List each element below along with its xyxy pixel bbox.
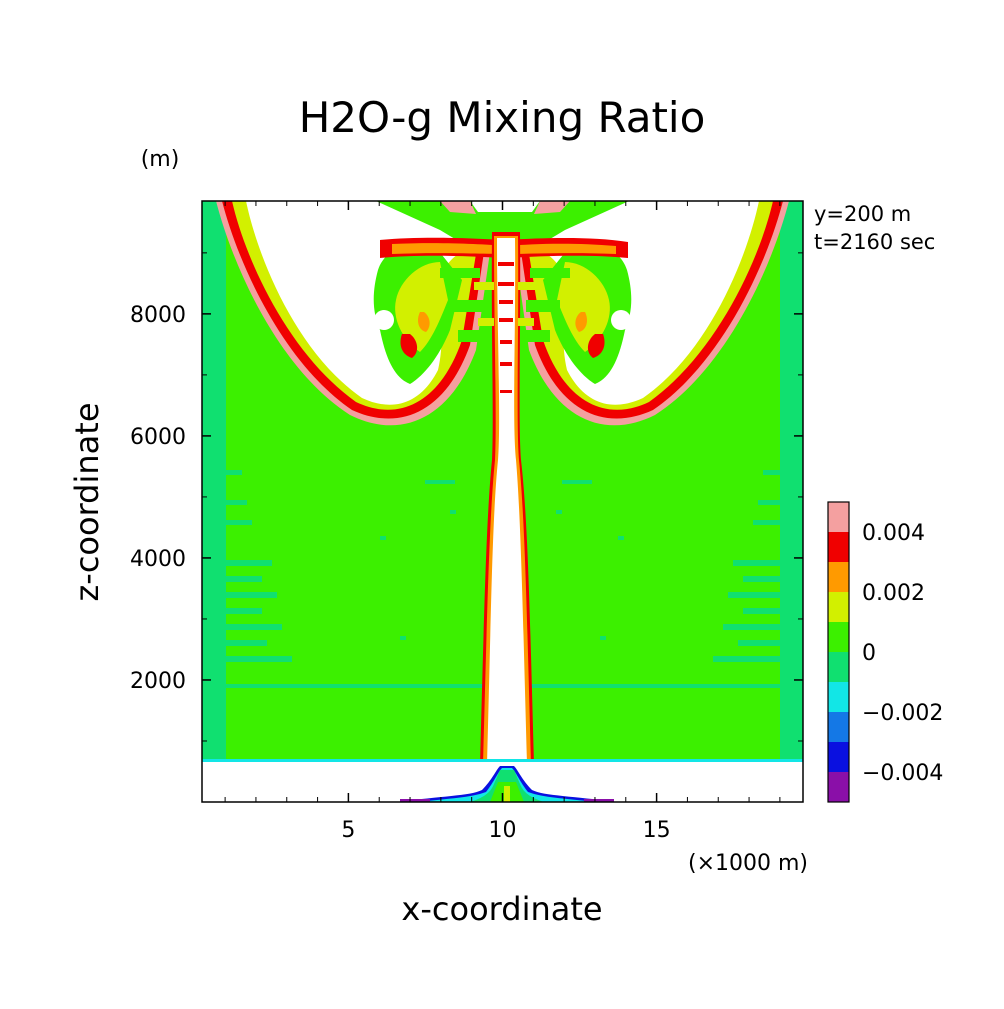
chart-title: H2O-g Mixing Ratio <box>299 93 706 142</box>
colorbar-tick-label: −0.004 <box>862 761 943 786</box>
colorbar-swatch <box>828 742 849 772</box>
colorbar-swatch <box>828 502 849 532</box>
annotation-t: t=2160 sec <box>814 230 935 254</box>
colorbar-swatch <box>828 562 849 592</box>
colorbar: −0.004 −0.002 0 0.002 0.004 <box>827 501 943 803</box>
annotation-y: y=200 m <box>814 202 911 226</box>
x-axis-label: x-coordinate <box>401 890 602 928</box>
colorbar-swatch <box>828 532 849 562</box>
colorbar-tick-label: 0.002 <box>862 581 925 606</box>
x-tick-label: 15 <box>643 818 671 843</box>
y-axis-label: z-coordinate <box>68 402 106 601</box>
plot-area <box>202 201 803 802</box>
colorbar-frame <box>827 501 850 803</box>
y-tick-label: 6000 <box>130 425 186 450</box>
x-unit-label: (×1000 m) <box>688 851 808 876</box>
right-edge-stripe <box>780 201 803 759</box>
x-tick-label: 5 <box>341 818 355 843</box>
y-tick-label: 8000 <box>130 303 186 328</box>
colorbar-swatch <box>828 712 849 742</box>
inversion-line <box>202 759 803 762</box>
speckles <box>380 480 624 640</box>
colorbar-swatch <box>828 592 849 622</box>
y-unit-label: (m) <box>141 147 180 172</box>
colorbar-swatch <box>828 652 849 682</box>
y-tick-label: 2000 <box>130 669 186 694</box>
left-edge-stripe <box>202 201 226 759</box>
left-edge-banding <box>202 470 292 662</box>
y-tick-label: 4000 <box>130 547 186 572</box>
colorbar-swatch <box>828 772 849 802</box>
right-edge-banding <box>713 470 803 662</box>
colorbar-tick-label: −0.002 <box>862 701 943 726</box>
colorbar-swatch <box>828 622 849 652</box>
colorbar-tick-label: 0 <box>862 641 876 666</box>
colorbar-tick-label: 0.004 <box>862 521 925 546</box>
y-ticks: 2000 4000 6000 8000 <box>130 252 803 742</box>
x-ticks: 5 10 15 <box>224 201 781 843</box>
x-tick-label: 10 <box>489 818 517 843</box>
central-column <box>440 232 570 764</box>
colorbar-swatch <box>828 682 849 712</box>
bottom-feature <box>398 766 616 802</box>
annotation-group: y=200 m t=2160 sec <box>814 202 935 254</box>
